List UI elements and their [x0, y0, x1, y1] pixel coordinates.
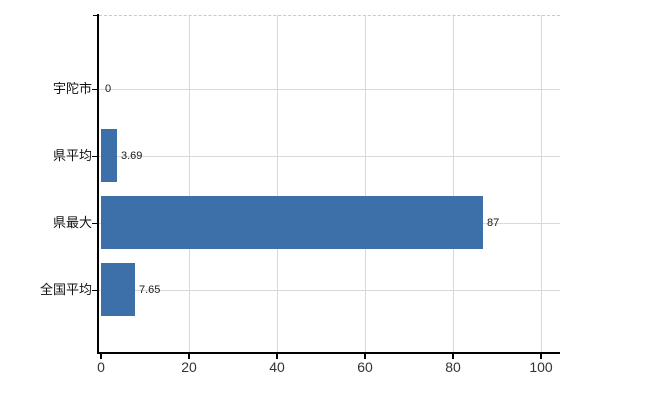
x-axis-tick [188, 354, 190, 359]
y-axis-tick [92, 156, 97, 157]
y-axis-top-tick [93, 15, 97, 16]
x-axis-tick [276, 354, 278, 359]
y-axis-category-label: 県最大 [52, 215, 92, 230]
x-axis-tick-label: 40 [269, 359, 285, 375]
x-axis-tick [540, 354, 542, 359]
x-axis-tick-label: 60 [357, 359, 373, 375]
y-axis-category-label: 全国平均 [39, 282, 92, 297]
y-axis-line [97, 14, 99, 354]
plot-top-border [99, 15, 560, 16]
bar [101, 263, 135, 316]
x-axis-tick [100, 354, 102, 359]
bar-value-label: 7.65 [139, 284, 161, 296]
bar-value-label: 3.69 [121, 150, 143, 162]
bar [101, 196, 483, 249]
x-axis-tick-label: 100 [529, 359, 553, 375]
x-axis-tick [364, 354, 366, 359]
bar [101, 129, 117, 182]
x-axis-tick-label: 20 [181, 359, 197, 375]
y-gridline [99, 290, 560, 291]
x-axis-tick [452, 354, 454, 359]
y-axis-tick [92, 223, 97, 224]
x-axis-tick-label: 0 [97, 359, 105, 375]
bar-value-label: 87 [487, 217, 500, 229]
y-axis-tick [92, 290, 97, 291]
x-axis-tick-label: 80 [445, 359, 461, 375]
y-axis-category-label: 県平均 [52, 148, 92, 163]
y-axis-tick [92, 89, 97, 90]
x-gridline [365, 15, 366, 352]
x-gridline [277, 15, 278, 352]
x-gridline [189, 15, 190, 352]
x-axis-line [97, 352, 560, 354]
x-gridline [541, 15, 542, 352]
y-gridline [99, 156, 560, 157]
x-gridline [453, 15, 454, 352]
y-gridline [99, 89, 560, 90]
y-axis-category-label: 宇陀市 [52, 81, 92, 96]
bar-value-label: 0 [105, 83, 112, 95]
